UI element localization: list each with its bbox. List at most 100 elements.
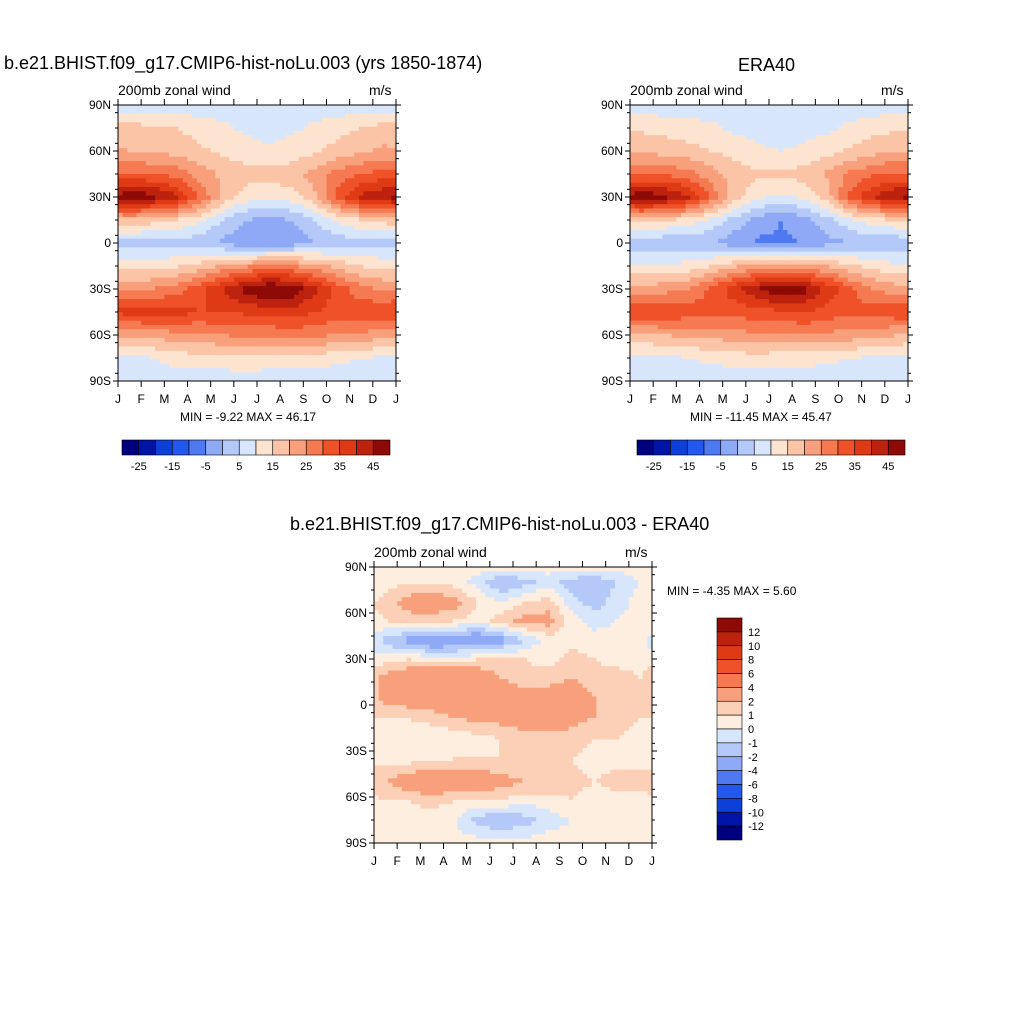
heatmap-cell — [215, 169, 221, 175]
heatmap-cell — [141, 303, 147, 309]
heatmap-cell — [168, 156, 175, 162]
heatmap-cell — [894, 156, 900, 162]
heatmap-cell — [284, 212, 291, 218]
heatmap-cell — [806, 109, 812, 115]
heatmap-cell — [145, 143, 152, 149]
heatmap-cell — [257, 105, 263, 110]
heatmap-cell — [270, 161, 277, 166]
heatmap-cell — [764, 130, 770, 136]
heatmap-cell — [829, 143, 835, 149]
heatmap-cell — [141, 286, 147, 292]
heatmap-cell — [252, 355, 258, 361]
heatmap-cell — [810, 109, 816, 115]
heatmap-cell — [810, 135, 816, 141]
heatmap-cell — [182, 273, 189, 279]
heatmap-cell — [704, 113, 710, 119]
heatmap-cell — [201, 290, 207, 296]
heatmap-cell — [787, 139, 793, 145]
heatmap-cell — [136, 135, 142, 141]
heatmap-cell — [155, 316, 161, 322]
heatmap-cell — [349, 329, 355, 335]
heatmap-cell — [238, 208, 244, 214]
heatmap-cell — [335, 260, 341, 266]
heatmap-cell — [354, 208, 360, 214]
heatmap-cell — [321, 355, 328, 361]
heatmap-cell — [270, 212, 277, 218]
heatmap-cell — [187, 277, 193, 283]
heatmap-cell — [894, 139, 900, 145]
heatmap-cell — [159, 299, 165, 304]
heatmap-cell — [312, 217, 318, 223]
heatmap-cell — [731, 152, 738, 158]
heatmap-cell — [201, 225, 207, 231]
heatmap-cell — [386, 169, 392, 175]
heatmap-cell — [657, 135, 664, 141]
heatmap-cell — [210, 268, 216, 274]
heatmap-cell — [331, 376, 337, 381]
colorbar-box — [305, 439, 324, 456]
heatmap-cell — [252, 333, 258, 339]
heatmap-cell — [173, 234, 179, 240]
heatmap-cell — [745, 105, 752, 110]
heatmap-cell — [141, 277, 147, 283]
heatmap-cell — [261, 312, 267, 317]
heatmap-cell — [210, 363, 216, 369]
heatmap-cell — [247, 329, 253, 335]
heatmap-cell — [182, 337, 189, 343]
heatmap-cell — [731, 135, 738, 141]
heatmap-cell — [303, 294, 309, 300]
heatmap-cell — [764, 109, 770, 115]
heatmap-cell — [155, 182, 161, 188]
heatmap-cell — [354, 355, 360, 361]
heatmap-cell — [118, 143, 124, 149]
heatmap-cell — [699, 105, 705, 110]
heatmap-cell — [215, 368, 221, 373]
heatmap-cell — [224, 260, 230, 266]
heatmap-cell — [229, 126, 235, 132]
heatmap-cell — [168, 105, 175, 110]
heatmap-cell — [386, 152, 392, 158]
heatmap-cell — [321, 350, 328, 356]
heatmap-cell — [159, 255, 165, 261]
heatmap-cell — [298, 243, 304, 248]
heatmap-cell — [196, 169, 202, 175]
heatmap-cell — [764, 122, 770, 128]
heatmap-cell — [247, 290, 253, 296]
heatmap-cell — [307, 221, 314, 227]
heatmap-cell — [127, 372, 133, 378]
heatmap-cell — [349, 212, 355, 218]
heatmap-cell — [266, 143, 272, 149]
heatmap-cell — [847, 169, 853, 175]
heatmap-cell — [294, 320, 300, 326]
heatmap-cell — [219, 143, 226, 149]
heatmap-cell — [354, 225, 360, 231]
heatmap-cell — [145, 109, 152, 115]
heatmap-cell — [667, 122, 673, 128]
heatmap-cell — [173, 122, 179, 128]
heatmap-cell — [769, 113, 775, 119]
heatmap-cell — [358, 273, 365, 279]
heatmap-cell — [201, 247, 207, 253]
heatmap-cell — [261, 161, 267, 166]
heatmap-cell — [391, 368, 396, 373]
heatmap-cell — [118, 368, 124, 373]
heatmap-cell — [838, 169, 844, 175]
heatmap-cell — [187, 156, 193, 162]
heatmap-cell — [247, 105, 253, 110]
heatmap-cell — [718, 122, 724, 128]
heatmap-cell — [708, 135, 714, 141]
heatmap-cell — [187, 191, 193, 197]
heatmap-cell — [368, 355, 374, 361]
heatmap-cell — [131, 281, 138, 287]
heatmap-cell — [284, 109, 291, 115]
heatmap-cell — [294, 303, 300, 309]
heatmap-cell — [178, 324, 184, 330]
heatmap-cell — [150, 169, 156, 175]
heatmap-cell — [331, 355, 337, 361]
heatmap-cell — [870, 109, 877, 115]
heatmap-cell — [127, 324, 133, 330]
heatmap-cell — [298, 182, 304, 188]
heatmap-cell — [704, 126, 710, 132]
heatmap-cell — [349, 113, 355, 119]
heatmap-cell — [243, 143, 249, 149]
